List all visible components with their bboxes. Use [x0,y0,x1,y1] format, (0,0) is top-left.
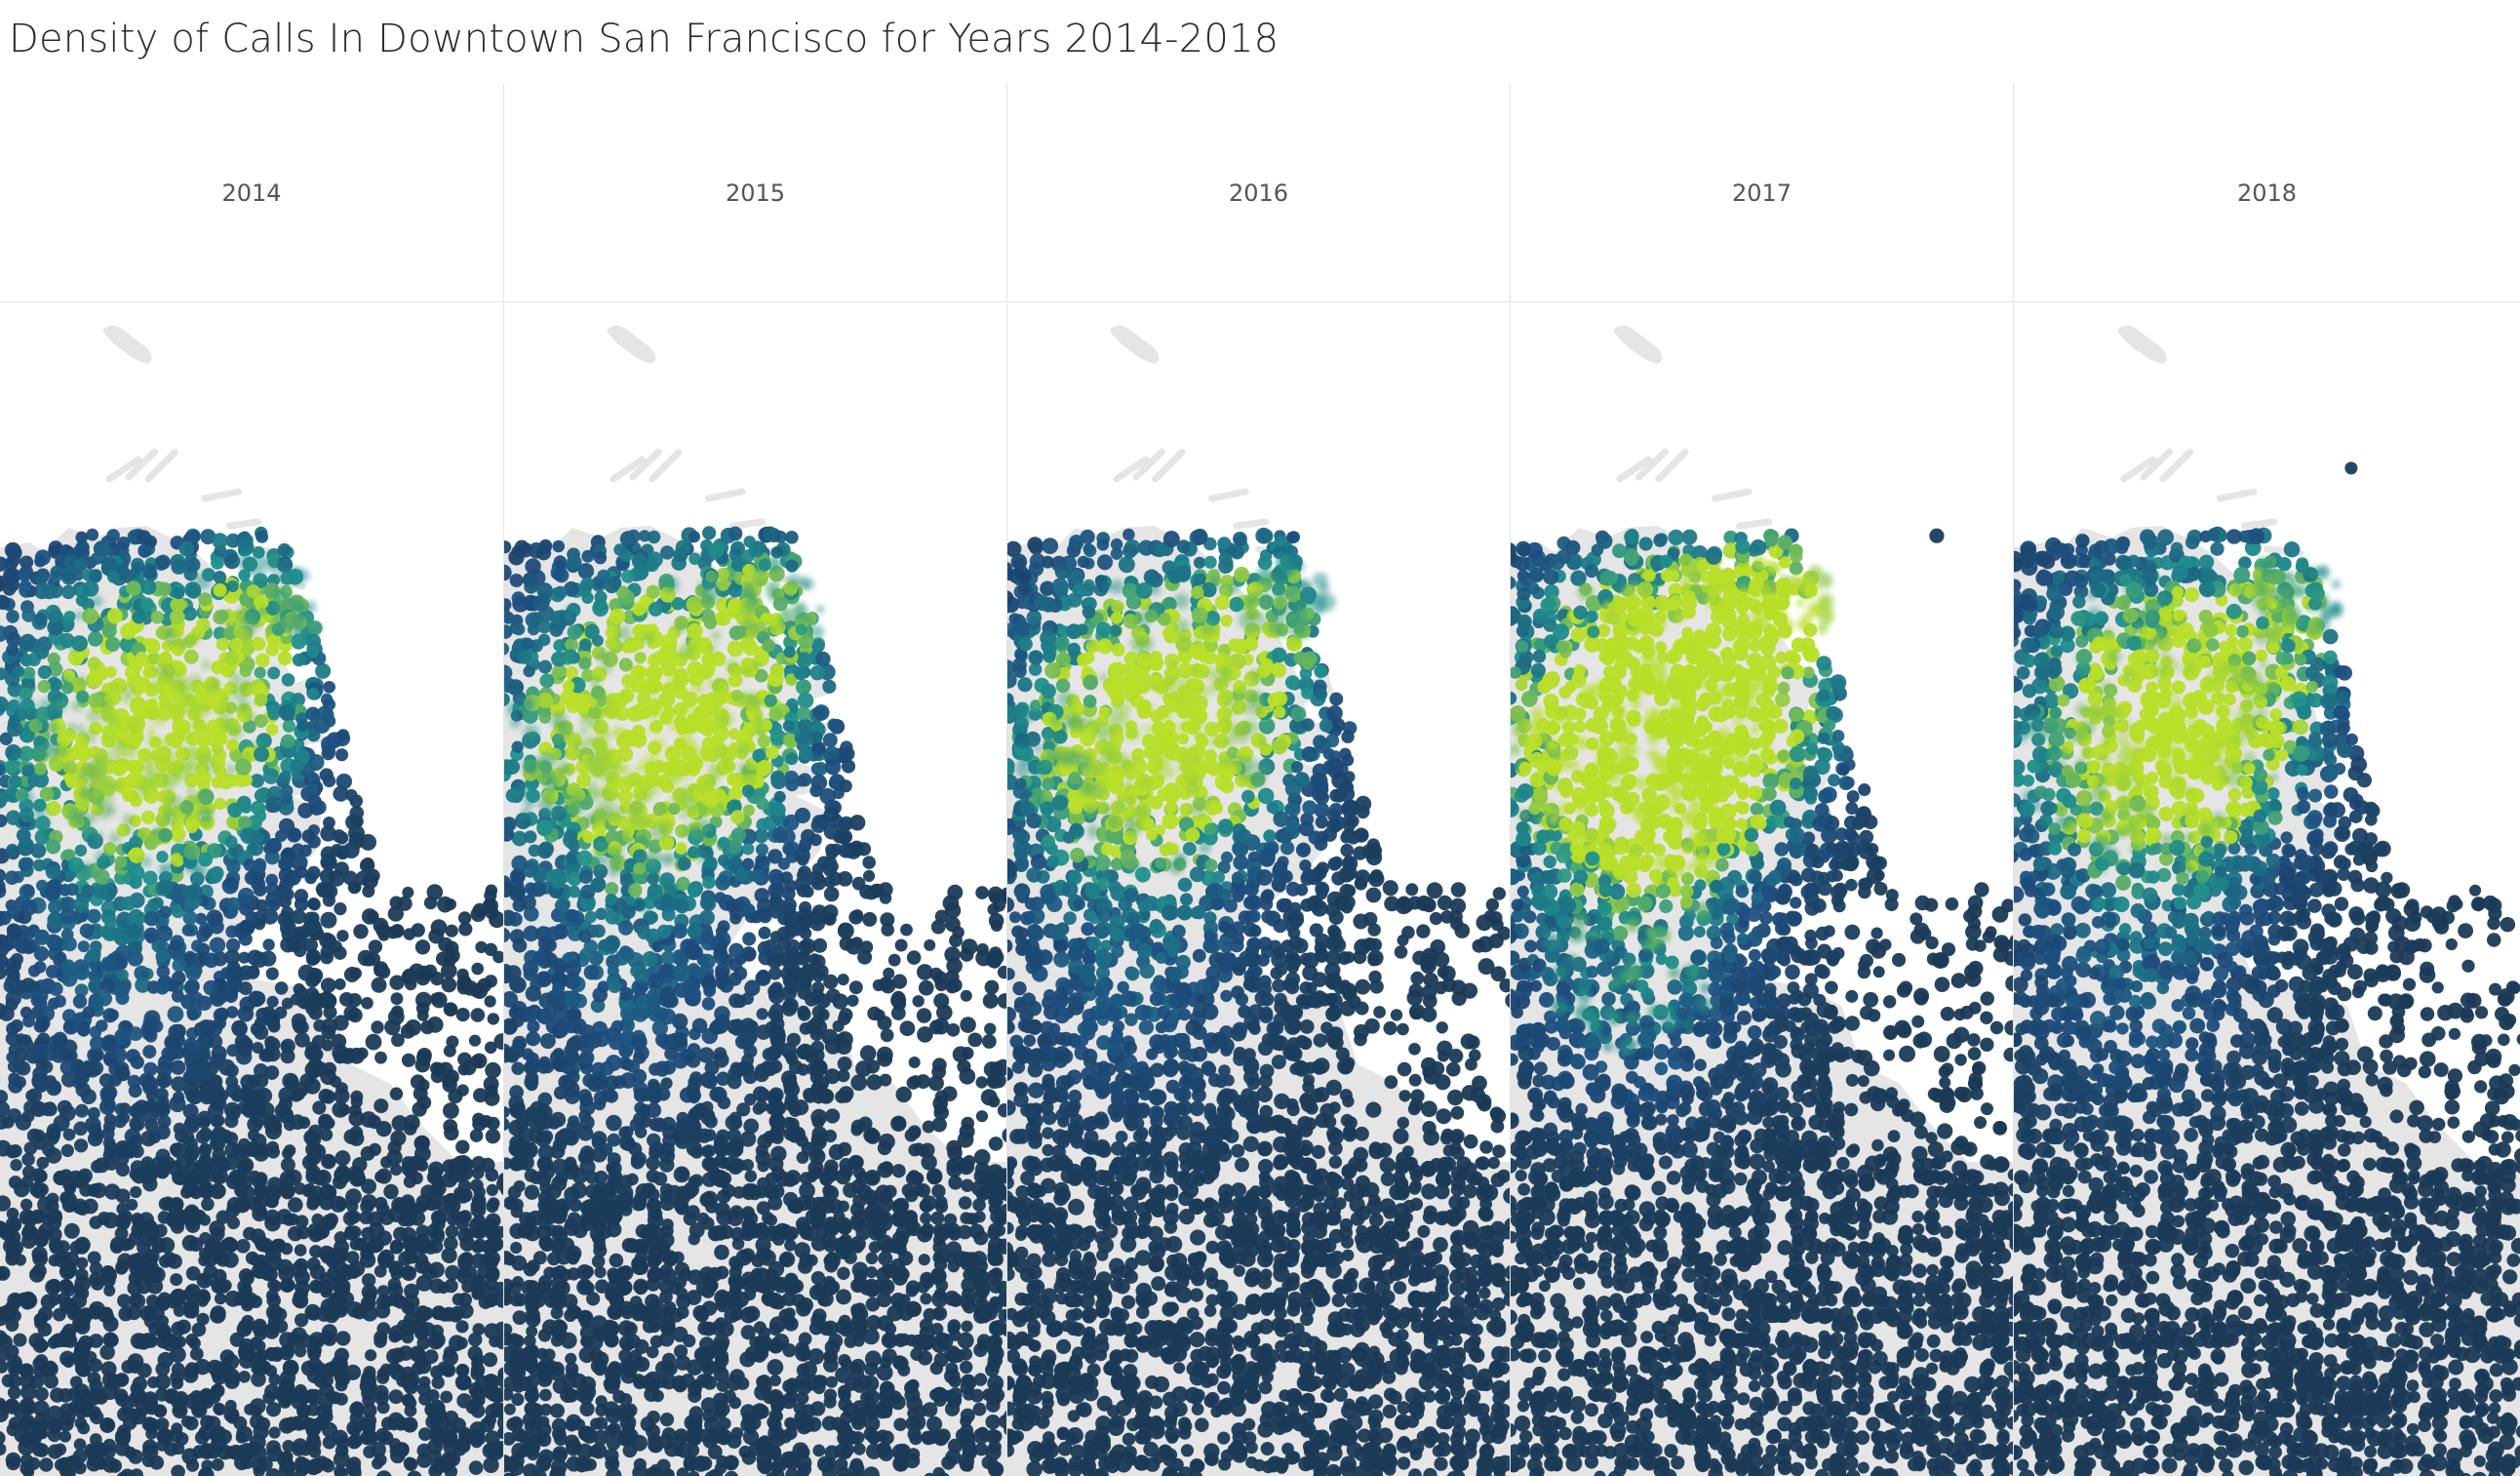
map-canvas [1007,325,1510,1476]
density-map-2016[interactable] [1007,303,1511,1476]
map-canvas [1511,325,2013,1476]
year-header-2015[interactable]: 2015 [504,84,1007,301]
density-maps [0,303,2520,1476]
map-canvas [2014,325,2520,1476]
density-map-2015[interactable] [504,303,1007,1476]
map-canvas [504,325,1006,1476]
year-header-2018[interactable]: 2018 [2236,179,2298,207]
map-canvas [0,325,503,1476]
year-header-2014[interactable]: 2014 [0,84,504,301]
year-header-2016[interactable]: 2016 [1007,84,1511,301]
density-map-2018[interactable] [2014,303,2520,1476]
year-header-row: 2014 2015 2016 2017 2018 [0,84,2520,302]
year-header-2017[interactable]: 2017 [1511,84,2014,301]
page-title: Density of Calls In Downtown San Francis… [9,17,1280,61]
density-map-2014[interactable] [0,303,504,1476]
density-map-2017[interactable] [1511,303,2014,1476]
